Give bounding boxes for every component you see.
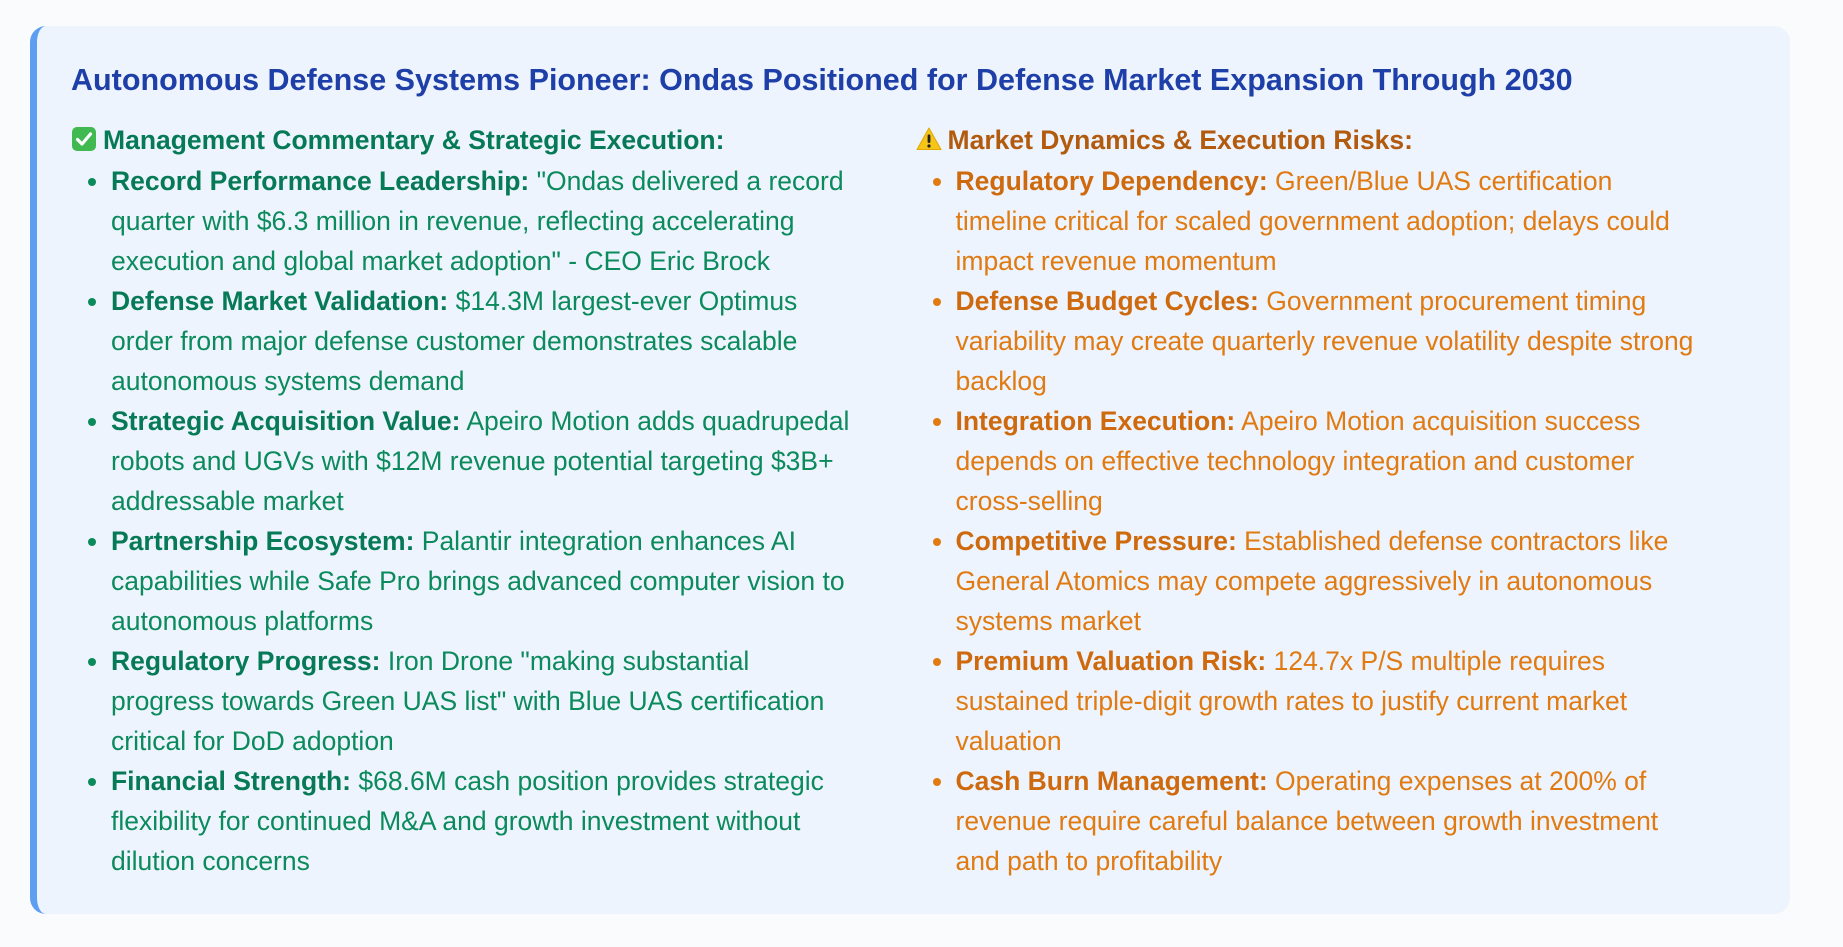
item-text: critical for DoD adoption xyxy=(111,726,394,757)
strengths-heading-text: Management Commentary & Strategic Execut… xyxy=(103,124,725,155)
list-item: Cash Burn Management: Operating expenses… xyxy=(956,761,1761,881)
item-label: Regulatory Dependency: xyxy=(955,166,1268,197)
risks-heading-text: Market Dynamics & Execution Risks: xyxy=(947,124,1413,155)
risks-list: Regulatory Dependency: Green/Blue UAS ce… xyxy=(916,161,1761,881)
item-text: addressable market xyxy=(111,486,344,517)
item-label: Defense Budget Cycles: xyxy=(955,286,1259,317)
item-text: backlog xyxy=(955,366,1047,397)
item-text: variability may create quarterly revenue… xyxy=(955,326,1694,357)
item-text: sustained triple-digit growth rates to j… xyxy=(955,686,1628,717)
strengths-column: Management Commentary & Strategic Execut… xyxy=(71,123,916,881)
list-item: Regulatory Dependency: Green/Blue UAS ce… xyxy=(956,161,1761,281)
item-label: Premium Valuation Risk: xyxy=(955,646,1267,677)
item-text: timeline critical for scaled government … xyxy=(955,206,1670,237)
item-text: flexibility for continued M&A and growth… xyxy=(111,806,801,837)
list-item: Defense Market Validation: $14.3M larges… xyxy=(111,281,916,401)
item-text: depends on effective technology integrat… xyxy=(955,446,1635,477)
item-label: Strategic Acquisition Value: xyxy=(111,406,461,437)
item-text: impact revenue momentum xyxy=(955,246,1277,277)
item-label: Competitive Pressure: xyxy=(955,526,1237,557)
item-text: and path to profitability xyxy=(955,846,1223,877)
warning-icon xyxy=(916,127,941,150)
item-text: valuation xyxy=(955,726,1062,757)
item-text: quarter with $6.3 million in revenue, re… xyxy=(111,206,795,237)
item-label: Defense Market Validation: xyxy=(111,286,449,317)
item-label: Partnership Ecosystem: xyxy=(111,526,415,557)
item-text: Palantir integration enhances AI xyxy=(414,526,796,557)
item-text: Government procurement timing xyxy=(1258,286,1647,317)
list-item: Financial Strength: $68.6M cash position… xyxy=(111,761,916,881)
item-text: execution and global market adoption" - … xyxy=(111,246,770,277)
list-item: Regulatory Progress: Iron Drone "making … xyxy=(111,641,916,761)
item-text: Operating expenses at 200% of xyxy=(1267,766,1647,797)
list-item: Partnership Ecosystem: Palantir integrat… xyxy=(111,521,916,641)
list-item: Record Performance Leadership: "Ondas de… xyxy=(111,161,916,281)
strengths-list: Record Performance Leadership: "Ondas de… xyxy=(71,161,916,881)
item-text: "Ondas delivered a record xyxy=(529,166,844,197)
list-item: Integration Execution: Apeiro Motion acq… xyxy=(956,401,1761,521)
item-text: systems market xyxy=(955,606,1142,637)
item-text: autonomous platforms xyxy=(111,606,374,637)
check-mark-icon xyxy=(72,126,96,151)
item-text: Apeiro Motion acquisition success xyxy=(1235,406,1641,437)
list-item: Defense Budget Cycles: Government procur… xyxy=(956,281,1761,401)
item-label: Record Performance Leadership: xyxy=(111,166,530,197)
strengths-heading: Management Commentary & Strategic Execut… xyxy=(71,123,916,157)
item-text: General Atomics may compete aggressively… xyxy=(955,566,1653,597)
item-label: Financial Strength: xyxy=(111,766,351,797)
page-title: Autonomous Defense Systems Pioneer: Onda… xyxy=(71,63,1573,97)
item-text: dilution concerns xyxy=(111,846,310,877)
item-text: cross-selling xyxy=(955,486,1103,517)
item-label: Integration Execution: xyxy=(955,406,1236,437)
list-item: Competitive Pressure: Established defens… xyxy=(956,521,1761,641)
list-item: Strategic Acquisition Value: Apeiro Moti… xyxy=(111,401,916,521)
item-text: $14.3M largest-ever Optimus xyxy=(448,286,798,317)
item-label: Regulatory Progress: xyxy=(111,646,381,677)
summary-card: Autonomous Defense Systems Pioneer: Onda… xyxy=(30,26,1790,914)
item-text: progress towards Green UAS list" with Bl… xyxy=(111,686,825,717)
item-text: Green/Blue UAS certification xyxy=(1267,166,1613,197)
item-text: revenue require careful balance between … xyxy=(955,806,1659,837)
risks-heading: Market Dynamics & Execution Risks: xyxy=(916,123,1761,157)
item-text: 124.7x P/S multiple requires xyxy=(1266,646,1606,677)
item-label: Cash Burn Management: xyxy=(955,766,1268,797)
item-text: capabilities while Safe Pro brings advan… xyxy=(111,566,845,597)
item-text: Established defense contractors like xyxy=(1236,526,1669,557)
risks-column: Market Dynamics & Execution Risks: Regul… xyxy=(916,123,1761,881)
item-text: autonomous systems demand xyxy=(111,366,465,397)
two-column-layout: Management Commentary & Strategic Execut… xyxy=(71,123,1760,881)
item-text: Apeiro Motion adds quadrupedal xyxy=(460,406,850,437)
item-text: order from major defense customer demons… xyxy=(111,326,798,357)
item-text: $68.6M cash position provides strategic xyxy=(351,766,824,797)
item-text: robots and UGVs with $12M revenue potent… xyxy=(111,446,834,477)
item-text: Iron Drone "making substantial xyxy=(380,646,750,677)
list-item: Premium Valuation Risk: 124.7x P/S multi… xyxy=(956,641,1761,761)
